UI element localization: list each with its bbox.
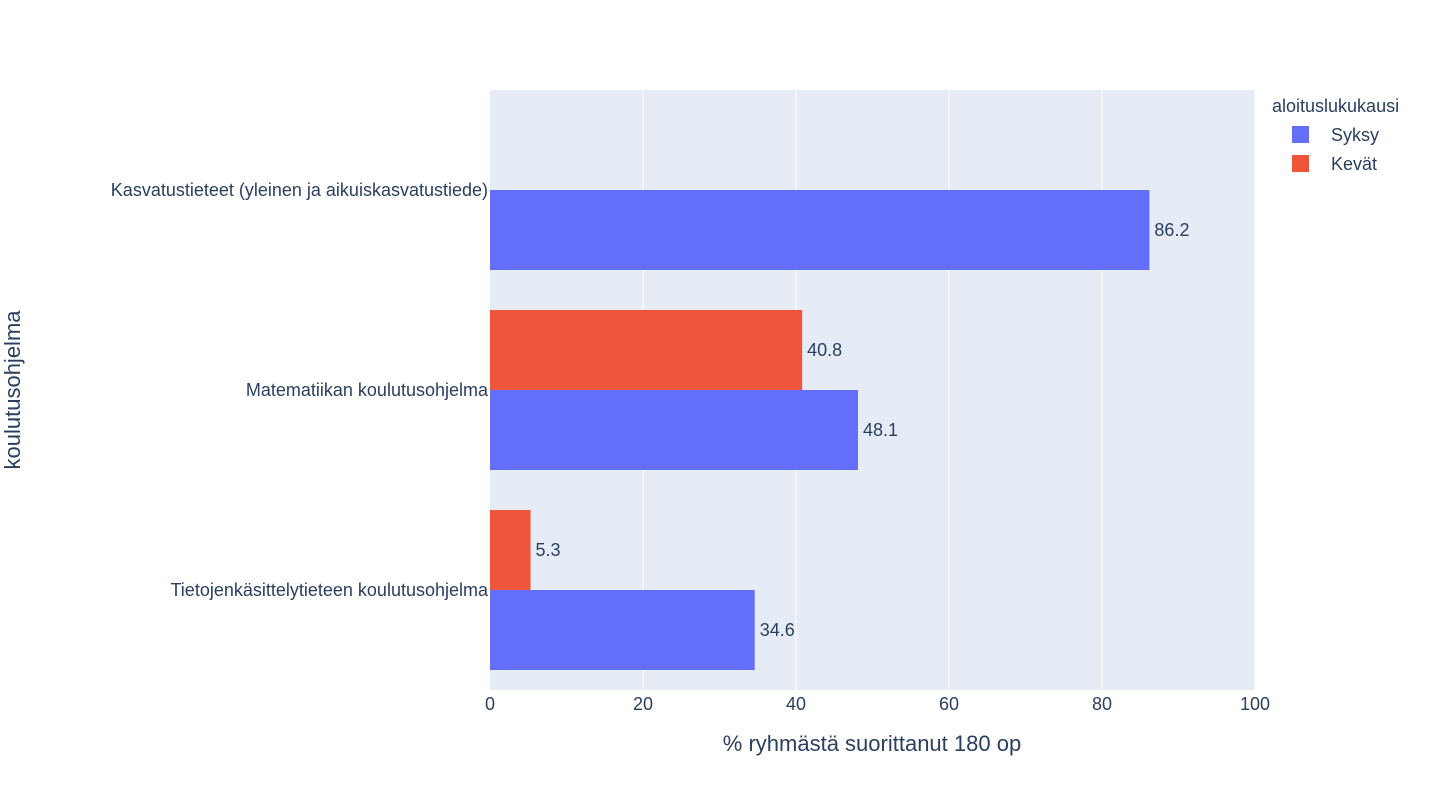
y-axis-title: koulutusohjelma: [0, 310, 25, 470]
x-tick-label: 100: [1240, 694, 1270, 714]
x-tick-label: 80: [1092, 694, 1112, 714]
y-tick-label: Tietojenkäsittelytieteen koulutusohjelma: [170, 580, 489, 600]
x-axis-ticks: 0 20 40 60 80 100: [485, 694, 1270, 714]
data-label: 86.2: [1154, 220, 1189, 240]
bar-syksy[interactable]: [490, 190, 1150, 270]
x-tick-label: 40: [786, 694, 806, 714]
x-tick-label: 60: [939, 694, 959, 714]
x-tick-label: 20: [633, 694, 653, 714]
legend[interactable]: aloituslukukausi Syksy Kevät: [1272, 96, 1399, 174]
legend-label[interactable]: Syksy: [1331, 125, 1379, 145]
bar-syksy[interactable]: [490, 390, 858, 470]
bar-syksy[interactable]: [490, 590, 755, 670]
legend-swatch[interactable]: [1292, 126, 1309, 143]
y-axis-ticks: Kasvatustieteet (yleinen ja aikuiskasvat…: [111, 180, 489, 600]
data-label: 5.3: [536, 540, 561, 560]
x-tick-label: 0: [485, 694, 495, 714]
y-tick-label: Matematiikan koulutusohjelma: [246, 380, 489, 400]
bars: [490, 190, 1150, 670]
data-labels: 86.2 40.8 48.1 5.3 34.6: [536, 220, 1190, 640]
data-label: 34.6: [760, 620, 795, 640]
data-label: 48.1: [863, 420, 898, 440]
legend-label[interactable]: Kevät: [1331, 154, 1377, 174]
legend-title: aloituslukukausi: [1272, 96, 1399, 116]
y-tick-label: Kasvatustieteet (yleinen ja aikuiskasvat…: [111, 180, 488, 200]
x-axis-title: % ryhmästä suorittanut 180 op: [723, 731, 1021, 756]
legend-swatch[interactable]: [1292, 155, 1309, 172]
bar-kev-t[interactable]: [490, 310, 803, 390]
data-label: 40.8: [807, 340, 842, 360]
bar-kev-t[interactable]: [490, 510, 531, 590]
